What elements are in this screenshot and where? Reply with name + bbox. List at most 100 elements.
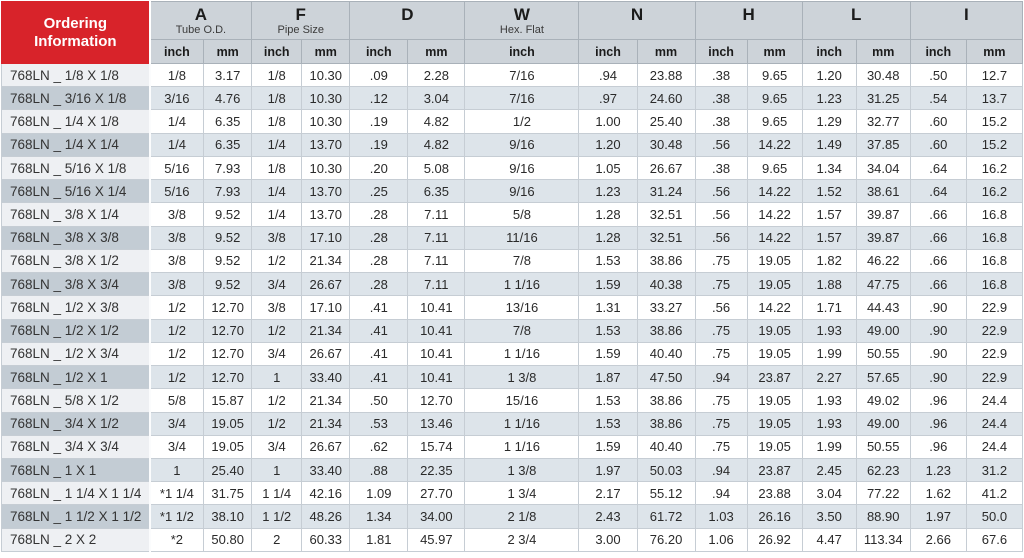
cell-n-inch: 1.59 bbox=[578, 341, 638, 367]
cell-a-mm: 25.40 bbox=[203, 457, 253, 483]
cell-l-inch: 2.27 bbox=[801, 365, 857, 390]
cell-d-mm: 7.11 bbox=[407, 248, 466, 274]
cell-l-mm: 62.23 bbox=[855, 457, 911, 483]
table-row: 768LN _ 3/8 X 1/2 3/8 9.52 1/2 21.34.28 7.11 7… bbox=[0, 248, 1024, 274]
cell-part: 768LN _ 3/4 X 3/4 bbox=[0, 434, 151, 459]
cell-l-mm: 44.43 bbox=[855, 295, 911, 320]
cell-part: 768LN _ 1/4 X 1/8 bbox=[0, 109, 151, 134]
cell-d-mm: 5.08 bbox=[407, 155, 466, 181]
ordering-information-header: Ordering Information bbox=[0, 1, 151, 64]
cell-h-mm: 14.22 bbox=[746, 179, 803, 204]
cell-i-inch: .64 bbox=[909, 155, 967, 181]
cell-l-mm: 31.25 bbox=[855, 86, 911, 111]
cell-d-inch: .41 bbox=[349, 365, 409, 390]
cell-l-mm: 57.65 bbox=[855, 365, 911, 390]
cell-w-inch: 2 1/8 bbox=[464, 504, 580, 529]
cell-part: 768LN _ 1 1/4 X 1 1/4 bbox=[0, 481, 151, 506]
cell-l-inch: 1.93 bbox=[801, 388, 857, 413]
col-group-n-letter: N bbox=[630, 5, 644, 24]
cell-h-inch: .38 bbox=[694, 109, 748, 134]
unit-n-mm: mm bbox=[636, 39, 696, 64]
cell-d-inch: .20 bbox=[349, 155, 409, 181]
cell-a-inch: *1 1/4 bbox=[149, 481, 205, 506]
cell-d-inch: .53 bbox=[349, 411, 409, 436]
cell-i-inch: .90 bbox=[909, 341, 967, 367]
cell-h-mm: 9.65 bbox=[746, 86, 803, 111]
cell-h-inch: .75 bbox=[694, 341, 748, 367]
cell-i-mm: 67.6 bbox=[965, 527, 1024, 553]
cell-h-inch: .56 bbox=[694, 225, 748, 250]
cell-w-inch: 7/8 bbox=[464, 248, 580, 274]
cell-n-inch: 1.28 bbox=[578, 202, 638, 227]
cell-f-mm: 10.30 bbox=[301, 86, 351, 111]
cell-d-mm: 34.00 bbox=[407, 504, 466, 529]
cell-part: 768LN _ 3/8 X 1/2 bbox=[0, 248, 151, 274]
cell-w-inch: 1 1/16 bbox=[464, 341, 580, 367]
group-header-row: Ordering Information A Tube O.D. F Pipe … bbox=[0, 1, 1024, 64]
cell-f-inch: 1/2 bbox=[251, 388, 303, 413]
cell-d-mm: 15.74 bbox=[407, 434, 466, 459]
cell-f-mm: 48.26 bbox=[301, 504, 351, 529]
cell-f-mm: 17.10 bbox=[301, 295, 351, 320]
cell-a-inch: *1 1/2 bbox=[149, 504, 205, 529]
cell-h-mm: 19.05 bbox=[746, 341, 803, 367]
table-row: 768LN _ 3/8 X 1/4 3/8 9.52 1/4 13.70.28 7.11 5… bbox=[0, 202, 1024, 227]
cell-d-inch: .50 bbox=[349, 388, 409, 413]
cell-f-mm: 13.70 bbox=[301, 132, 351, 157]
cell-d-inch: .28 bbox=[349, 248, 409, 274]
col-group-a-subtitle: Tube O.D. bbox=[175, 24, 227, 36]
cell-a-inch: 1/2 bbox=[149, 365, 205, 390]
cell-a-inch: 5/8 bbox=[149, 388, 205, 413]
cell-d-inch: .19 bbox=[349, 132, 409, 157]
cell-f-inch: 1/2 bbox=[251, 411, 303, 436]
cell-part: 768LN _ 5/8 X 1/2 bbox=[0, 388, 151, 413]
cell-part: 768LN _ 1 X 1 bbox=[0, 457, 151, 483]
cell-a-inch: 3/8 bbox=[149, 272, 205, 297]
cell-n-inch: 1.87 bbox=[578, 365, 638, 390]
cell-i-inch: 1.97 bbox=[909, 504, 967, 529]
cell-n-mm: 30.48 bbox=[636, 132, 696, 157]
table-row: 768LN _ 2 X 2 *2 50.80 2 60.33 1.81 45.97 2 3/4… bbox=[0, 527, 1024, 553]
unit-f-inch: inch bbox=[251, 39, 303, 64]
cell-d-mm: 2.28 bbox=[407, 62, 466, 88]
cell-d-mm: 10.41 bbox=[407, 295, 466, 320]
ordering-label-line2: Information bbox=[34, 32, 117, 50]
cell-h-mm: 14.22 bbox=[746, 295, 803, 320]
cell-l-mm: 77.22 bbox=[855, 481, 911, 506]
cell-i-mm: 22.9 bbox=[965, 341, 1024, 367]
table-row: 768LN _ 3/4 X 3/4 3/4 19.05 3/4 26.67.62 15.7… bbox=[0, 434, 1024, 459]
cell-i-inch: .90 bbox=[909, 365, 967, 390]
cell-n-mm: 38.86 bbox=[636, 318, 696, 343]
cell-d-mm: 7.11 bbox=[407, 202, 466, 227]
cell-n-mm: 47.50 bbox=[636, 365, 696, 390]
table-header: Ordering Information A Tube O.D. F Pipe … bbox=[0, 1, 1024, 64]
cell-n-inch: 2.43 bbox=[578, 504, 638, 529]
cell-h-inch: 1.06 bbox=[694, 527, 748, 553]
cell-w-inch: 7/16 bbox=[464, 86, 580, 111]
cell-i-inch: .96 bbox=[909, 434, 967, 459]
cell-f-mm: 21.34 bbox=[301, 318, 351, 343]
cell-a-inch: 1/8 bbox=[149, 62, 205, 88]
cell-i-mm: 24.4 bbox=[965, 388, 1024, 413]
cell-a-mm: 4.76 bbox=[203, 86, 253, 111]
cell-h-mm: 19.05 bbox=[746, 272, 803, 297]
cell-h-inch: .75 bbox=[694, 411, 748, 436]
cell-a-mm: 9.52 bbox=[203, 202, 253, 227]
cell-n-mm: 38.86 bbox=[636, 388, 696, 413]
cell-i-inch: 1.23 bbox=[909, 457, 967, 483]
unit-l-inch: inch bbox=[801, 39, 857, 64]
cell-n-mm: 40.40 bbox=[636, 341, 696, 367]
cell-d-mm: 6.35 bbox=[407, 179, 466, 204]
cell-d-inch: 1.34 bbox=[349, 504, 409, 529]
cell-i-mm: 16.8 bbox=[965, 248, 1024, 274]
cell-i-inch: .54 bbox=[909, 86, 967, 111]
table-row: 768LN _ 1/4 X 1/8 1/4 6.35 1/8 10.30.19 4.82 1… bbox=[0, 109, 1024, 134]
cell-f-inch: 1 bbox=[251, 457, 303, 483]
unit-d-inch: inch bbox=[349, 39, 409, 64]
col-group-f-letter: F bbox=[295, 5, 306, 24]
cell-d-inch: .28 bbox=[349, 272, 409, 297]
cell-n-inch: 3.00 bbox=[578, 527, 638, 553]
cell-i-mm: 16.8 bbox=[965, 225, 1024, 250]
cell-a-mm: 38.10 bbox=[203, 504, 253, 529]
